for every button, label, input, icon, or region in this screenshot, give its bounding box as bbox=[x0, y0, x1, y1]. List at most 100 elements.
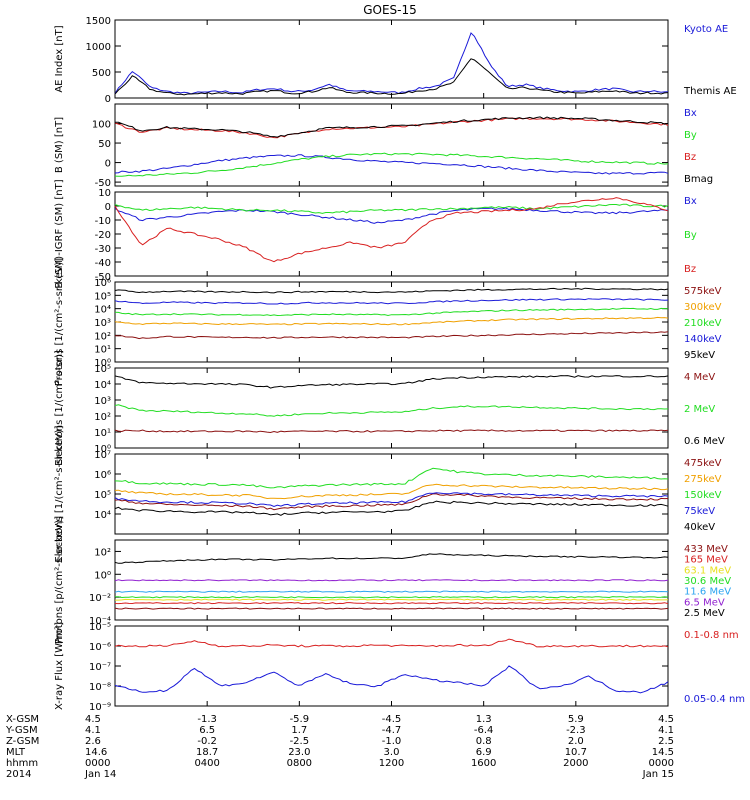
legend-label: 63.1 MeV bbox=[684, 565, 731, 576]
y-tick-label: -40 bbox=[95, 258, 111, 269]
y-tick-label: 10⁻⁵ bbox=[89, 622, 111, 633]
panel-xray: 10⁻⁵ 10⁻⁶ 10⁻⁷ 10⁻⁸ 10⁻⁹ X-ray Flux [W/m²] 0.1… bbox=[54, 622, 745, 713]
panel-protons_mev: 10⁻⁴ 10⁻² 10⁰ 10² Protons [p/(cm²-s-sr-keV)]… bbox=[54, 516, 731, 644]
x-cell-value: 4.1 bbox=[658, 725, 674, 736]
legend-label: 40keV bbox=[684, 522, 715, 533]
y-axis-label: B (SM)-IGRF (SM) [nT] bbox=[54, 179, 65, 288]
series-line-ae-0 bbox=[114, 32, 669, 95]
legend-label: Bx bbox=[684, 196, 697, 207]
y-tick-label: 10³ bbox=[94, 318, 111, 329]
x-cell-value: 6.9 bbox=[476, 747, 492, 758]
legend-label: Kyoto AE bbox=[684, 24, 728, 35]
y-axis-label: Protons [1/(cm²-s-sr-keV)] bbox=[54, 258, 65, 386]
x-cell-value: 5.9 bbox=[568, 714, 584, 725]
series-line-electrons_kev-4 bbox=[114, 500, 669, 516]
legend-label: Bz bbox=[684, 152, 696, 163]
panel-electrons_kev: 10⁴ 10⁵ 10⁶ 10⁷ Electrons [1/(cm²-s-sr-keV)]… bbox=[54, 425, 722, 562]
x-cell-value: 4.5 bbox=[85, 714, 101, 725]
y-tick-label: 10⁵ bbox=[94, 490, 111, 501]
x-row-label: hhmm bbox=[6, 758, 38, 769]
y-axis-label: X-ray Flux [W/m²] bbox=[54, 622, 65, 710]
series-line-electrons_mev-1 bbox=[114, 404, 669, 417]
y-tick-label: 10⁶ bbox=[94, 278, 111, 289]
series-line-protons-2 bbox=[114, 307, 669, 317]
series-line-protons-0 bbox=[114, 331, 669, 340]
panel-ae: 0 500 1000 1500 AE Index [nT] Kyoto AE Themis … bbox=[54, 16, 737, 105]
series-line-bsm-3 bbox=[115, 116, 669, 138]
legend-label: By bbox=[684, 230, 697, 241]
legend-label: 6.5 MeV bbox=[684, 597, 725, 608]
y-tick-label: 10² bbox=[94, 547, 111, 558]
y-axis-label: AE Index [nT] bbox=[54, 25, 65, 92]
legend-label: Bz bbox=[684, 264, 696, 275]
y-axis-label: B (SM) [nT] bbox=[54, 117, 65, 173]
y-axis-label: Electrons [1/(cm²-s-sr)] bbox=[54, 350, 65, 466]
y-tick-label: 10² bbox=[94, 331, 111, 342]
series-line-electrons_kev-3 bbox=[114, 492, 669, 508]
x-cell-value: 4.5 bbox=[658, 714, 674, 725]
panel-frame bbox=[114, 191, 669, 277]
legend-label: 30.6 MeV bbox=[684, 576, 731, 587]
y-tick-label: 500 bbox=[92, 68, 111, 79]
x-cell-value: -4.5 bbox=[382, 714, 402, 725]
x-cell-value: -1.3 bbox=[197, 714, 217, 725]
y-tick-label: 10⁰ bbox=[94, 358, 111, 369]
series-line-electrons_kev-2 bbox=[114, 467, 669, 489]
y-tick-label: 10² bbox=[94, 412, 111, 423]
y-tick-label: 10⁷ bbox=[94, 450, 111, 461]
legend-label: 0.05-0.4 nm bbox=[684, 694, 745, 705]
x-cell-value: 6.5 bbox=[199, 725, 215, 736]
legend-label: 4 MeV bbox=[684, 372, 715, 383]
y-tick-label: 10⁻⁹ bbox=[89, 702, 111, 713]
y-tick-label: 10⁻⁴ bbox=[89, 616, 111, 627]
y-tick-label: 10⁵ bbox=[94, 364, 111, 375]
series-line-xray-0 bbox=[114, 638, 669, 648]
panel-frame bbox=[114, 19, 669, 99]
x-cell-value: 2000 bbox=[563, 758, 588, 769]
x-row-label: Z-GSM bbox=[6, 736, 39, 747]
x-cell-value: 0400 bbox=[194, 758, 219, 769]
legend-label: 300keV bbox=[684, 302, 722, 313]
series-line-protons-4 bbox=[114, 287, 669, 294]
y-tick-label: -50 bbox=[95, 178, 111, 189]
panel-frame bbox=[114, 625, 669, 707]
y-tick-label: 10⁶ bbox=[94, 470, 111, 481]
legend-label: 2.5 MeV bbox=[684, 608, 725, 619]
x-cell-value: 14.5 bbox=[652, 747, 674, 758]
panel-bigrf: 10 0 -10 -20 -30 -40 -50 B (SM)-IGRF (SM) [nT] B… bbox=[54, 179, 697, 288]
x-cell-value: -0.2 bbox=[197, 736, 217, 747]
legend-label: 433 MeV bbox=[684, 544, 728, 555]
series-line-protons_mev-6 bbox=[114, 553, 669, 564]
panel-frame bbox=[114, 103, 669, 187]
series-line-protons_mev-3 bbox=[115, 596, 669, 599]
panel-bsm: -50 0 50 100 B (SM) [nT] Bx By Bz Bmag bbox=[54, 103, 713, 189]
series-line-ae-1 bbox=[114, 58, 669, 96]
x-cell-value: Jan 15 bbox=[642, 769, 674, 780]
y-axis-label: Protons [p/(cm²-s-sr-keV)] bbox=[54, 516, 65, 644]
y-tick-label: 10⁴ bbox=[94, 305, 111, 316]
x-cell-value: 2.6 bbox=[85, 736, 101, 747]
x-axis-table: X-GSMY-GSMZ-GSMMLThhmm20144.54.12.614.60… bbox=[5, 714, 674, 780]
series-line-protons_mev-5 bbox=[114, 579, 669, 582]
legend-label: 275keV bbox=[684, 474, 722, 485]
x-cell-value: -5.9 bbox=[290, 714, 310, 725]
x-cell-value: -2.5 bbox=[290, 736, 310, 747]
x-cell-value: 4.1 bbox=[85, 725, 101, 736]
x-cell-value: 1.7 bbox=[291, 725, 307, 736]
panel-protons: 10⁰ 10¹ 10² 10³ 10⁴ 10⁵ 10⁶ Protons [1/(cm²-s-s… bbox=[54, 258, 722, 386]
legend-label: 75keV bbox=[684, 506, 715, 517]
series-line-electrons_mev-0 bbox=[114, 429, 669, 434]
x-cell-value: -1.0 bbox=[382, 736, 402, 747]
series-line-protons-3 bbox=[114, 298, 669, 305]
y-tick-label: 10⁻⁷ bbox=[89, 662, 111, 673]
y-tick-label: 10⁻⁶ bbox=[89, 642, 111, 653]
x-cell-value: 0000 bbox=[85, 758, 110, 769]
legend-label: Bx bbox=[684, 108, 697, 119]
y-tick-label: 0 bbox=[105, 159, 111, 170]
y-tick-label: 10 bbox=[98, 188, 111, 199]
y-tick-label: 1500 bbox=[86, 16, 111, 27]
x-cell-value: 0800 bbox=[287, 758, 312, 769]
y-tick-label: 10⁻² bbox=[89, 593, 111, 604]
x-cell-value: 3.0 bbox=[384, 747, 400, 758]
